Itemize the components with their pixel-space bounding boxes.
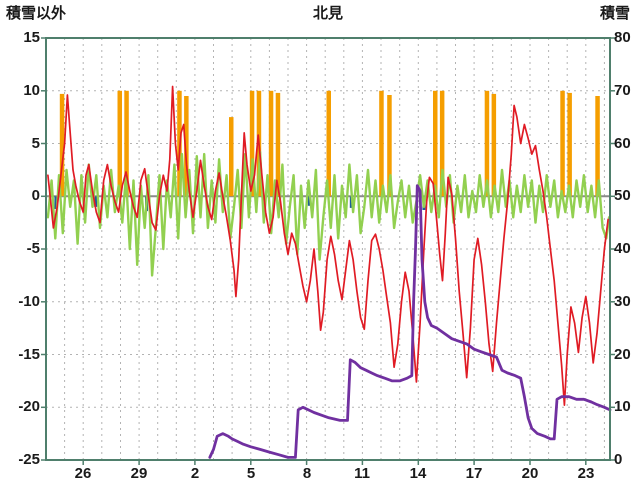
x-axis-tick-label: 11	[354, 465, 370, 482]
x-axis-tick-label: 23	[577, 465, 595, 482]
right-axis-tick-label: 50	[614, 187, 631, 204]
left-axis-tick-label: 15	[23, 29, 40, 46]
right-axis-title: 積雪	[599, 5, 630, 22]
x-axis-tick-label: 29	[130, 465, 148, 482]
x-axis-tick-label: 8	[302, 465, 312, 482]
right-axis-tick-label: 70	[614, 82, 631, 99]
right-axis-tick-label: 20	[614, 346, 631, 363]
right-axis-tick-label: 0	[614, 451, 623, 468]
left-axis-tick-label: 10	[23, 82, 40, 99]
chart-title: 北見	[312, 5, 343, 22]
left-axis-tick-label: 5	[31, 135, 40, 152]
right-axis-tick-label: 80	[614, 29, 631, 46]
left-axis-tick-label: -25	[18, 451, 40, 468]
x-axis-tick-label: 20	[521, 465, 539, 482]
right-axis-tick-label: 40	[614, 240, 631, 257]
left-axis-tick-label: -20	[18, 398, 40, 415]
left-axis-tick-label: -15	[18, 346, 40, 363]
right-axis-tick-label: 60	[614, 135, 631, 152]
right-axis-tick-label: 30	[614, 293, 631, 310]
x-axis-tick-label: 2	[190, 465, 200, 482]
left-axis-tick-label: -10	[18, 293, 40, 310]
x-axis-tick-label: 14	[409, 465, 427, 482]
right-axis-tick-label: 10	[614, 398, 631, 415]
x-axis-tick-label: 5	[246, 465, 256, 482]
left-axis-tick-label: -5	[26, 240, 40, 257]
left-axis-title: 積雪以外	[6, 5, 67, 22]
x-axis-tick-label: 17	[465, 465, 483, 482]
left-axis-tick-label: 0	[31, 187, 40, 204]
x-axis-tick-label: 26	[74, 465, 92, 482]
